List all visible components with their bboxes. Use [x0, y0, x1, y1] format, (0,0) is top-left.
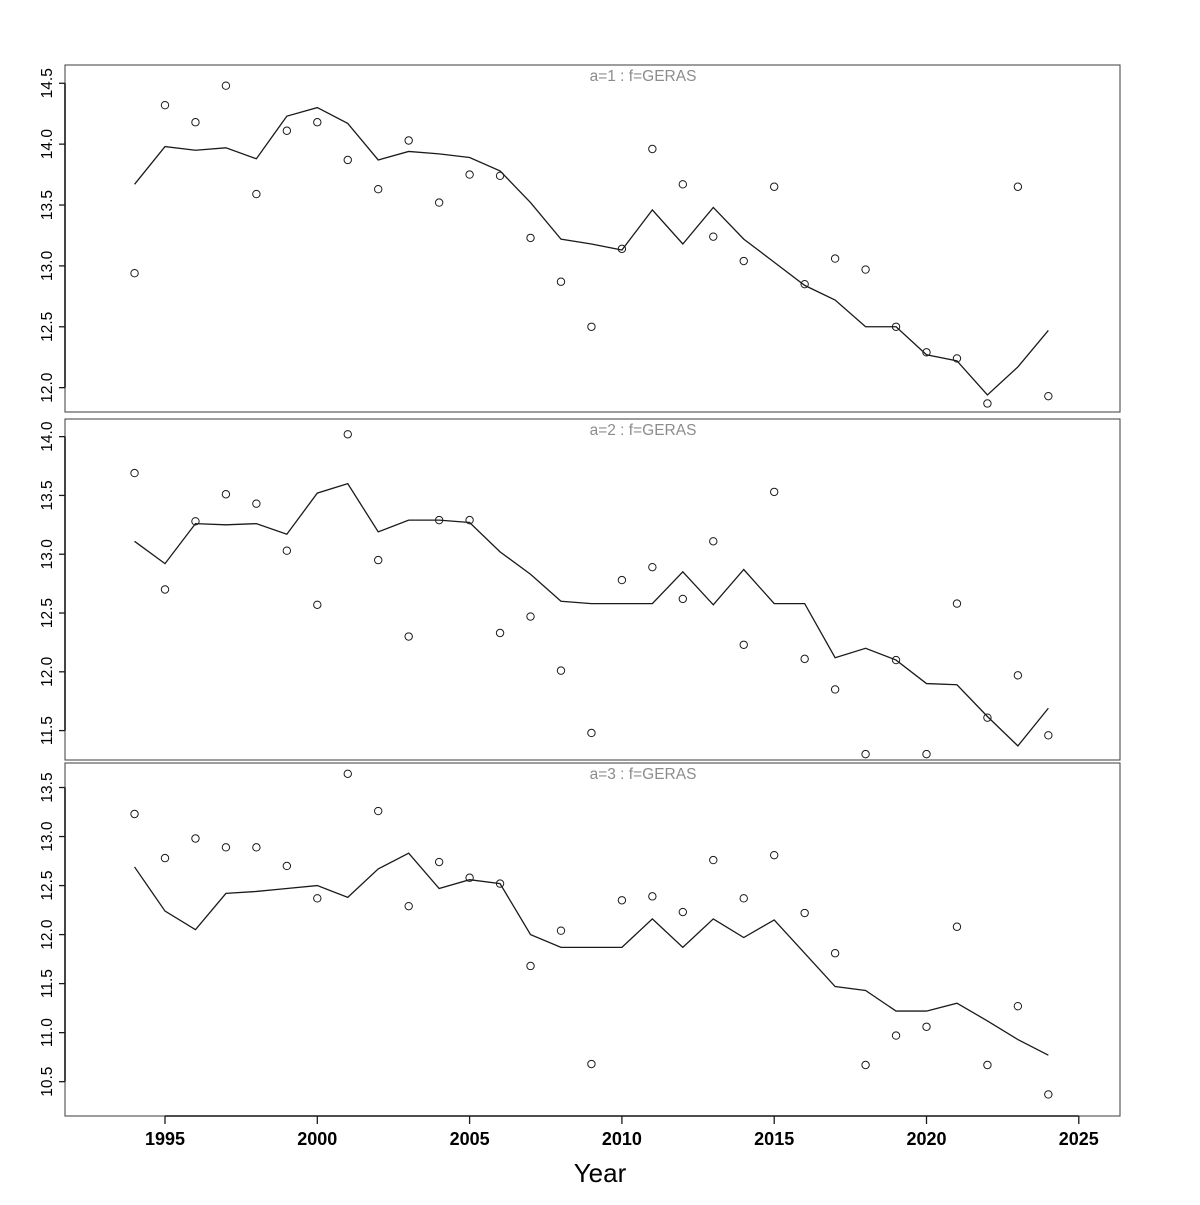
svg-text:13.0: 13.0 — [39, 250, 56, 281]
svg-text:2000: 2000 — [297, 1129, 337, 1149]
svg-text:11.5: 11.5 — [39, 716, 56, 745]
svg-text:12.5: 12.5 — [39, 870, 56, 900]
svg-text:13.5: 13.5 — [39, 190, 56, 220]
svg-text:2025: 2025 — [1059, 1129, 1099, 1149]
svg-text:a=3 : f=GERAS: a=3 : f=GERAS — [590, 766, 697, 783]
svg-text:14.0: 14.0 — [39, 129, 56, 160]
svg-text:a=1 : f=GERAS: a=1 : f=GERAS — [590, 68, 697, 85]
svg-text:12.0: 12.0 — [39, 372, 56, 403]
svg-text:2010: 2010 — [602, 1129, 642, 1149]
svg-text:12.0: 12.0 — [39, 656, 56, 687]
svg-text:1995: 1995 — [145, 1129, 185, 1149]
svg-text:13.0: 13.0 — [39, 821, 56, 852]
svg-text:13.5: 13.5 — [39, 772, 56, 802]
svg-text:2005: 2005 — [450, 1129, 490, 1149]
svg-text:2015: 2015 — [754, 1129, 794, 1149]
svg-text:13.0: 13.0 — [39, 539, 56, 570]
svg-text:12.5: 12.5 — [39, 312, 56, 342]
svg-text:11.5: 11.5 — [39, 969, 56, 998]
svg-text:14.5: 14.5 — [39, 68, 56, 98]
svg-text:12.0: 12.0 — [39, 919, 56, 950]
svg-text:12.5: 12.5 — [39, 598, 56, 628]
svg-text:10.5: 10.5 — [39, 1067, 56, 1097]
svg-text:13.5: 13.5 — [39, 480, 56, 510]
svg-text:11.0: 11.0 — [39, 1018, 56, 1047]
svg-text:14.0: 14.0 — [39, 421, 56, 452]
svg-text:a=2 : f=GERAS: a=2 : f=GERAS — [590, 422, 697, 439]
svg-text:2020: 2020 — [906, 1129, 946, 1149]
